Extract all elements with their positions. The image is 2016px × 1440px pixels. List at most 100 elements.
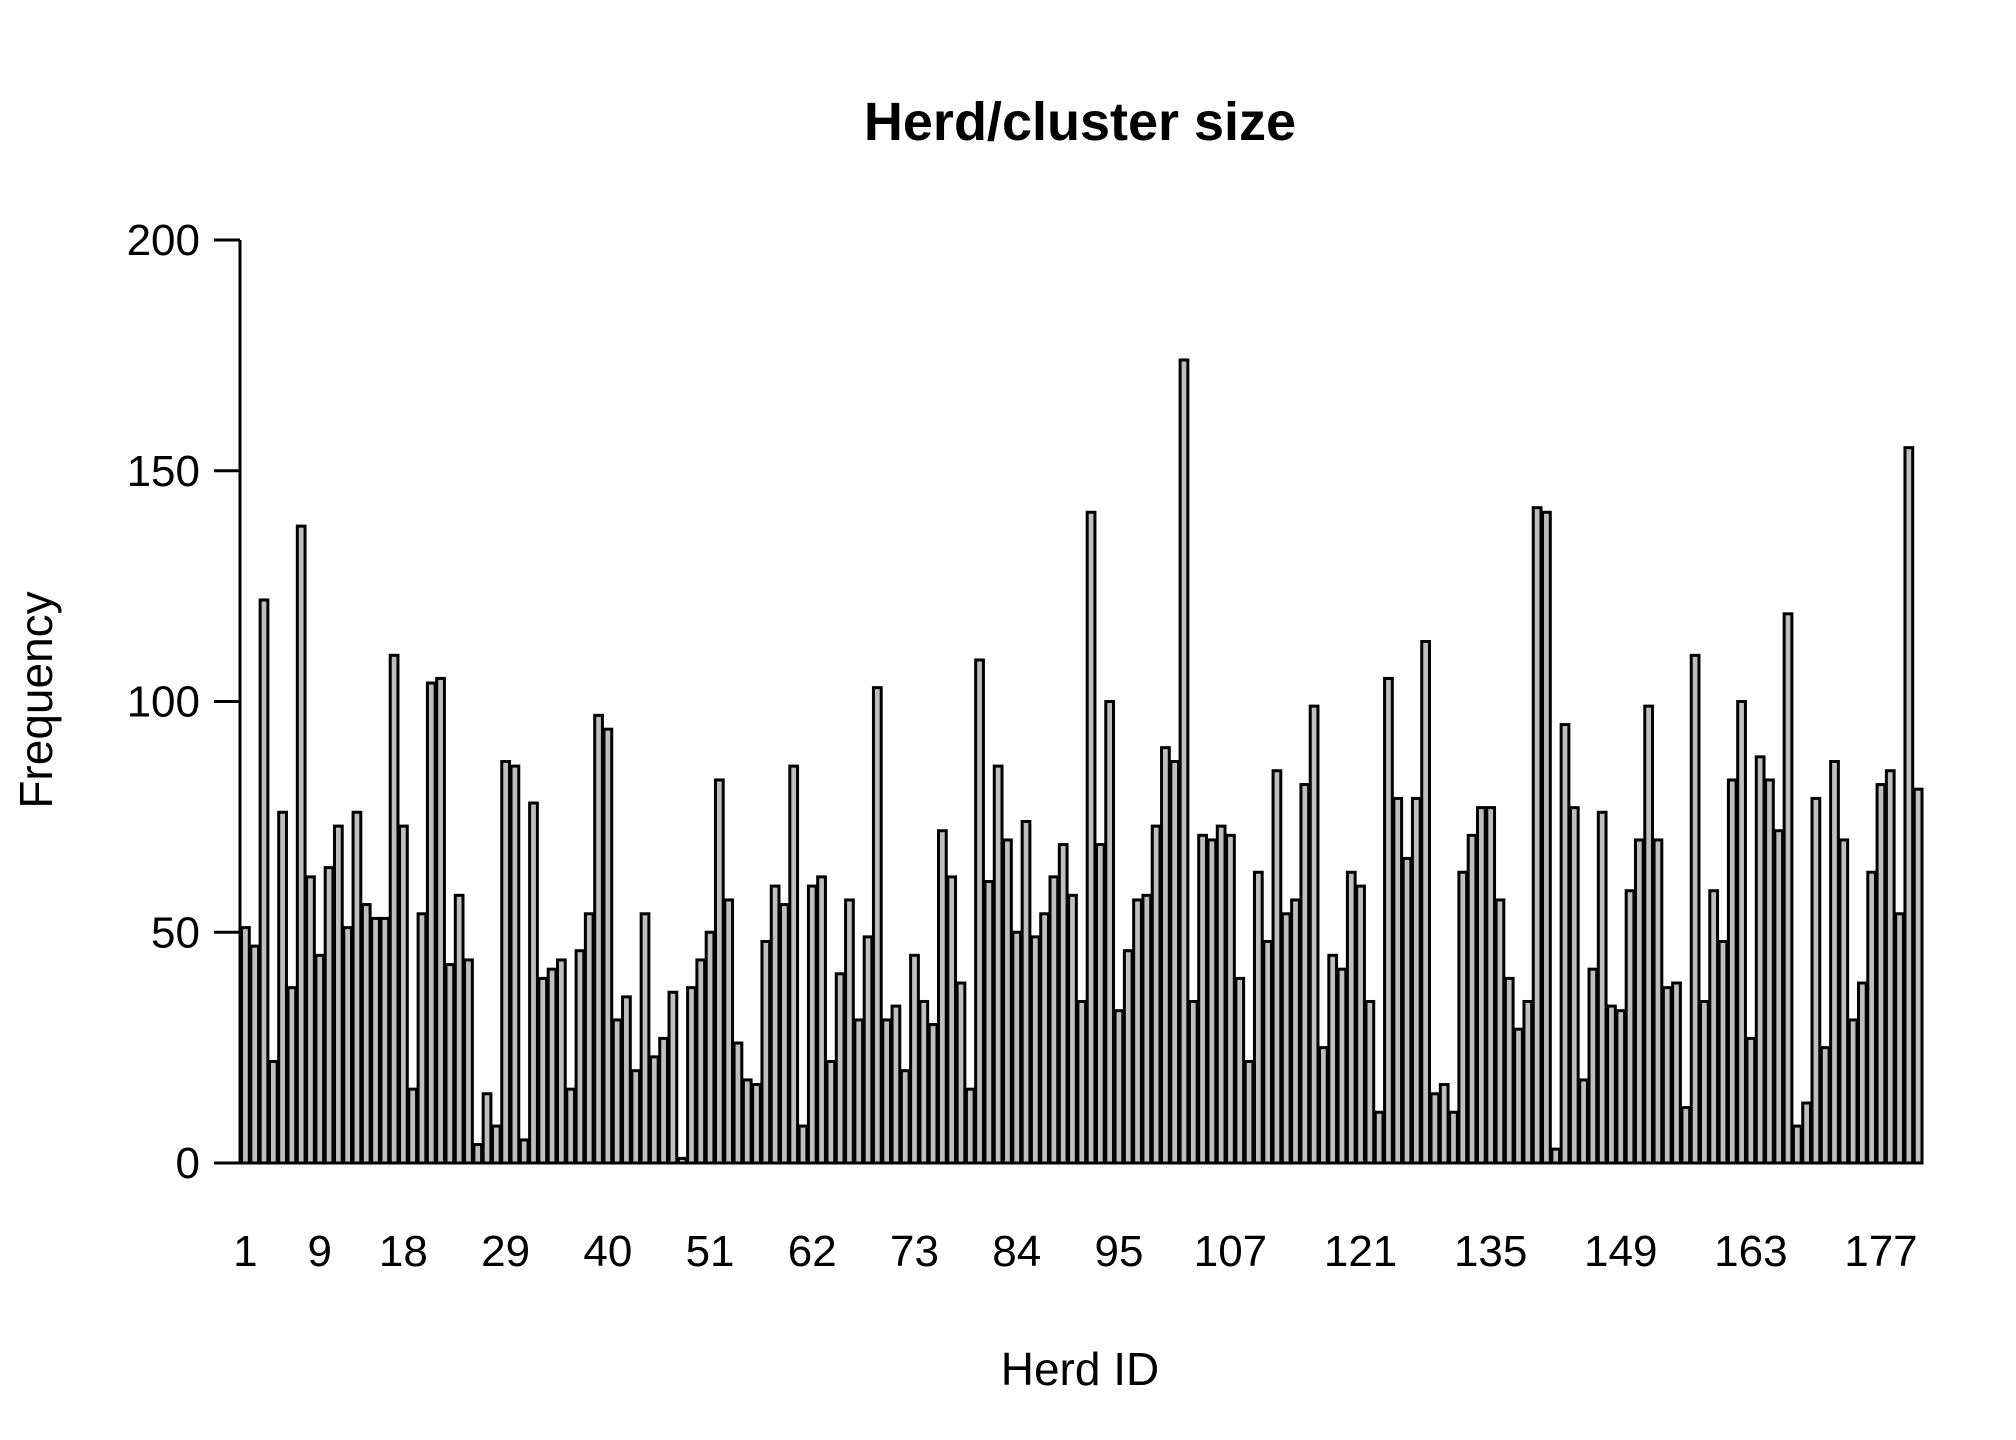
bar-herd-73 bbox=[909, 953, 920, 1165]
bar-herd-133 bbox=[1466, 833, 1478, 1165]
bar-herd-30 bbox=[509, 764, 521, 1165]
bar-herd-84 bbox=[1011, 930, 1023, 1165]
bar-herd-19 bbox=[407, 1087, 419, 1165]
bar-herd-163 bbox=[1745, 1036, 1757, 1165]
x-tick-label: 107 bbox=[1194, 1227, 1267, 1276]
bar-herd-103 bbox=[1187, 999, 1199, 1165]
bar-herd-104 bbox=[1197, 833, 1208, 1165]
bar-herd-111 bbox=[1262, 939, 1274, 1165]
bar-herd-58 bbox=[769, 884, 781, 1165]
bar-herd-106 bbox=[1215, 824, 1227, 1165]
bar-herd-53 bbox=[723, 898, 735, 1165]
bar-herd-169 bbox=[1801, 1101, 1812, 1165]
bar-herd-16 bbox=[379, 916, 391, 1165]
bar-herd-11 bbox=[332, 824, 344, 1165]
bar-herd-115 bbox=[1299, 783, 1311, 1165]
bar-herd-86 bbox=[1029, 935, 1041, 1165]
x-tick-label: 51 bbox=[686, 1227, 735, 1276]
bar-herd-156 bbox=[1680, 1106, 1692, 1165]
bar-herd-149 bbox=[1615, 1009, 1627, 1165]
bar-herd-54 bbox=[732, 1041, 744, 1165]
bar-herd-76 bbox=[937, 829, 948, 1165]
y-tick-label: 0 bbox=[176, 1139, 200, 1188]
x-tick-label: 1 bbox=[233, 1227, 257, 1276]
bar-herd-121 bbox=[1355, 884, 1366, 1165]
bar-herd-102 bbox=[1178, 358, 1190, 1165]
bar-herd-174 bbox=[1847, 1018, 1859, 1165]
bar-herd-1 bbox=[240, 926, 251, 1165]
bar-herd-130 bbox=[1438, 1083, 1450, 1165]
bar-herd-122 bbox=[1364, 999, 1376, 1165]
bar-herd-127 bbox=[1410, 796, 1422, 1165]
bar-herd-107 bbox=[1225, 833, 1236, 1165]
bar-herd-176 bbox=[1866, 870, 1878, 1165]
bar-herd-145 bbox=[1578, 1078, 1589, 1165]
bar-herd-77 bbox=[946, 875, 958, 1165]
bar-herd-158 bbox=[1699, 999, 1710, 1165]
bar-herd-72 bbox=[899, 1069, 911, 1165]
bar-herd-47 bbox=[667, 990, 679, 1165]
bar-herd-131 bbox=[1448, 1110, 1459, 1165]
y-tick-label: 150 bbox=[127, 447, 200, 496]
bar-herd-50 bbox=[695, 958, 707, 1165]
bar-herd-68 bbox=[862, 935, 874, 1165]
bar-herd-154 bbox=[1661, 986, 1673, 1165]
x-tick-label: 121 bbox=[1324, 1227, 1397, 1276]
bar-herd-62 bbox=[806, 884, 818, 1165]
bar-herd-166 bbox=[1773, 829, 1785, 1165]
bar-herd-172 bbox=[1829, 760, 1840, 1165]
bar-herd-25 bbox=[463, 958, 474, 1165]
bar-herd-128 bbox=[1420, 640, 1431, 1165]
bar-herd-155 bbox=[1671, 981, 1682, 1165]
bar-herd-43 bbox=[630, 1069, 642, 1165]
bar-herd-78 bbox=[955, 981, 967, 1165]
x-tick-label: 73 bbox=[890, 1227, 939, 1276]
y-axis-label: Frequency bbox=[10, 591, 62, 808]
bar-herd-93 bbox=[1094, 843, 1106, 1165]
bars-group bbox=[240, 358, 1924, 1165]
bar-herd-110 bbox=[1252, 870, 1264, 1165]
bar-herd-46 bbox=[658, 1036, 669, 1165]
bar-herd-180 bbox=[1903, 446, 1915, 1165]
bar-herd-17 bbox=[388, 653, 400, 1165]
bar-herd-13 bbox=[351, 810, 363, 1165]
y-axis-ticks: 0 50 100 150 200 bbox=[127, 216, 240, 1188]
bar-herd-31 bbox=[518, 1138, 530, 1165]
bar-herd-135 bbox=[1485, 806, 1497, 1165]
bar-herd-160 bbox=[1717, 939, 1729, 1165]
bar-herd-51 bbox=[704, 930, 716, 1165]
bar-herd-82 bbox=[992, 764, 1004, 1165]
bar-herd-26 bbox=[472, 1143, 484, 1165]
bar-herd-170 bbox=[1810, 796, 1822, 1165]
bar-herd-40 bbox=[602, 727, 614, 1165]
bar-herd-4 bbox=[267, 1059, 279, 1165]
bar-herd-5 bbox=[277, 810, 288, 1165]
bar-herd-148 bbox=[1606, 1004, 1617, 1165]
bar-herd-20 bbox=[416, 912, 428, 1165]
bar-herd-101 bbox=[1169, 760, 1181, 1165]
bar-herd-41 bbox=[611, 1018, 623, 1165]
bar-herd-142 bbox=[1550, 1147, 1562, 1165]
y-tick-label: 50 bbox=[151, 908, 200, 957]
bar-herd-70 bbox=[881, 1018, 892, 1165]
bar-herd-159 bbox=[1708, 889, 1720, 1165]
bar-herd-124 bbox=[1383, 676, 1394, 1165]
bar-herd-100 bbox=[1160, 746, 1171, 1165]
bar-herd-83 bbox=[1002, 838, 1013, 1165]
x-tick-label: 62 bbox=[788, 1227, 837, 1276]
bar-herd-35 bbox=[556, 958, 567, 1165]
bar-herd-45 bbox=[648, 1055, 660, 1165]
bar-herd-34 bbox=[546, 967, 558, 1165]
bar-herd-173 bbox=[1838, 838, 1850, 1165]
bar-herd-98 bbox=[1141, 893, 1153, 1165]
bar-herd-177 bbox=[1875, 783, 1887, 1165]
bar-herd-141 bbox=[1541, 510, 1552, 1165]
bar-herd-55 bbox=[741, 1078, 753, 1165]
bar-herd-126 bbox=[1401, 856, 1413, 1165]
bar-herd-67 bbox=[853, 1018, 865, 1165]
bar-herd-112 bbox=[1271, 769, 1283, 1165]
bar-herd-80 bbox=[974, 658, 985, 1165]
bar-herd-52 bbox=[713, 778, 725, 1165]
bar-herd-28 bbox=[490, 1124, 502, 1165]
